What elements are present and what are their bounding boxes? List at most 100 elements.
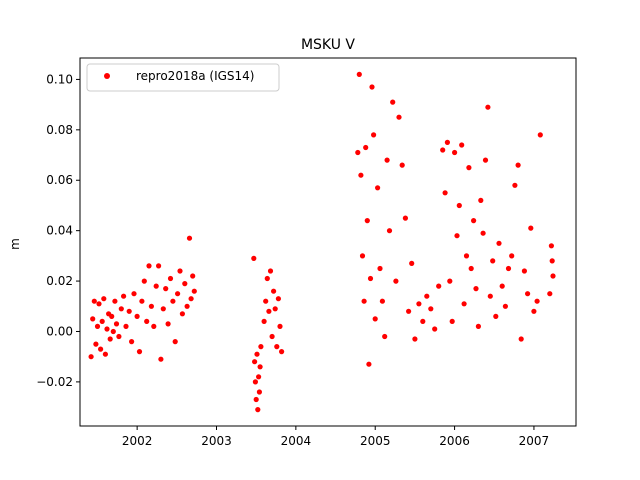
- chart-title: MSKU V: [301, 37, 355, 53]
- data-point-0-50: [251, 255, 257, 261]
- data-point-0-86: [379, 298, 385, 304]
- legend: repro2018a (IGS14): [86, 63, 280, 92]
- data-point-0-30: [148, 303, 154, 309]
- data-point-0-54: [254, 351, 260, 357]
- data-point-0-125: [490, 258, 496, 264]
- data-point-0-66: [271, 288, 277, 294]
- data-point-0-144: [550, 273, 556, 279]
- data-point-0-36: [163, 286, 169, 292]
- data-point-0-102: [432, 326, 438, 332]
- data-point-0-53: [253, 396, 259, 403]
- data-point-0-79: [366, 361, 372, 367]
- y-tick-label: 0.02: [46, 274, 73, 288]
- data-point-0-47: [188, 296, 194, 302]
- data-point-0-42: [177, 268, 183, 274]
- data-point-0-96: [409, 260, 415, 266]
- data-point-0-81: [369, 84, 375, 90]
- y-tick-label: 0.04: [46, 224, 73, 238]
- data-point-0-60: [261, 318, 267, 324]
- data-point-0-10: [104, 326, 110, 332]
- data-point-0-20: [123, 323, 129, 329]
- data-point-0-3: [93, 341, 99, 347]
- data-point-0-116: [468, 265, 474, 272]
- data-point-0-59: [258, 344, 264, 350]
- data-point-0-46: [186, 235, 193, 241]
- data-point-0-9: [102, 351, 108, 357]
- data-point-0-76: [361, 298, 367, 304]
- data-point-0-32: [153, 283, 159, 289]
- x-tick-label: 2006: [439, 434, 470, 448]
- data-point-0-132: [512, 182, 518, 188]
- x-tick-label: 2002: [122, 434, 153, 448]
- data-point-0-65: [269, 333, 275, 340]
- data-point-0-127: [496, 240, 502, 246]
- legend-marker: [104, 73, 110, 79]
- data-point-0-37: [165, 321, 171, 327]
- data-point-0-24: [134, 313, 140, 319]
- data-point-0-91: [393, 278, 399, 284]
- y-axis-label: m: [8, 238, 22, 250]
- data-point-0-51: [252, 359, 258, 365]
- data-point-0-103: [436, 283, 442, 289]
- data-point-0-18: [118, 306, 124, 312]
- data-point-0-8: [101, 296, 107, 302]
- data-point-0-31: [151, 323, 157, 329]
- data-point-0-136: [525, 291, 531, 297]
- data-point-0-72: [355, 149, 361, 156]
- data-point-0-26: [139, 298, 145, 304]
- plot-frame: [79, 57, 577, 427]
- data-point-0-123: [485, 104, 491, 110]
- data-point-0-121: [480, 230, 486, 236]
- x-tick-label: 2004: [281, 434, 312, 448]
- data-point-0-115: [466, 165, 472, 171]
- data-point-0-130: [505, 265, 512, 272]
- data-point-0-40: [172, 339, 178, 345]
- data-point-0-108: [449, 318, 455, 324]
- data-point-0-118: [473, 286, 479, 292]
- data-point-0-41: [175, 291, 181, 297]
- data-point-0-29: [146, 263, 152, 269]
- y-tick-label: 0.08: [46, 123, 73, 137]
- data-point-0-43: [179, 311, 185, 317]
- x-tick-label: 2005: [360, 434, 391, 448]
- data-point-0-131: [509, 253, 515, 259]
- data-point-0-38: [167, 275, 174, 282]
- data-point-0-75: [359, 253, 366, 259]
- data-point-0-48: [190, 273, 196, 279]
- data-point-0-98: [416, 301, 422, 307]
- data-point-0-2: [91, 298, 97, 304]
- data-point-0-74: [358, 172, 364, 178]
- data-point-0-4: [94, 323, 101, 329]
- data-point-0-124: [487, 293, 493, 299]
- y-tick-label: 0.00: [46, 324, 73, 338]
- data-point-0-52: [252, 379, 258, 385]
- data-point-0-112: [459, 142, 465, 148]
- data-point-0-83: [372, 316, 378, 322]
- data-point-0-33: [156, 263, 162, 269]
- data-point-0-129: [502, 303, 508, 309]
- data-point-0-80: [367, 275, 374, 282]
- x-tick-label: 2007: [519, 434, 550, 448]
- data-point-0-16: [113, 321, 120, 327]
- data-point-0-133: [515, 162, 521, 168]
- data-point-0-119: [475, 323, 481, 329]
- data-point-0-35: [160, 306, 166, 312]
- data-point-0-106: [444, 139, 450, 145]
- data-point-0-34: [158, 356, 164, 362]
- data-point-0-17: [116, 333, 122, 340]
- axis-ticks: 2002 2003 2004 2005 2006 2007 −0.02 0.00 0.02 0.0…: [36, 72, 549, 448]
- data-point-0-113: [461, 301, 467, 307]
- data-point-0-84: [375, 185, 381, 191]
- data-point-0-73: [356, 71, 362, 77]
- data-point-0-12: [107, 336, 113, 342]
- data-point-0-97: [412, 336, 418, 342]
- y-tick-label: 0.10: [46, 72, 73, 86]
- data-point-0-141: [547, 291, 553, 297]
- data-point-0-85: [377, 265, 383, 272]
- y-tick-label: −0.02: [36, 375, 73, 389]
- data-point-0-56: [256, 374, 262, 380]
- data-point-0-93: [399, 162, 405, 168]
- data-point-0-67: [272, 306, 278, 312]
- data-point-0-143: [549, 258, 555, 264]
